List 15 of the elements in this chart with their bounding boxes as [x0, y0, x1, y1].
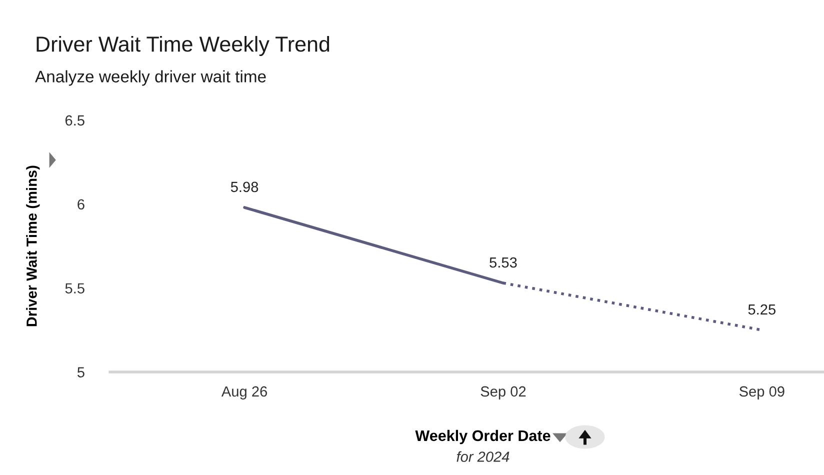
y-tick-label: 6	[78, 199, 84, 210]
y-tick-label: 6.5	[65, 115, 84, 126]
x-axis-title: Weekly Order Date	[415, 430, 550, 444]
data-label: 5.98	[230, 182, 258, 192]
chart-subtitle: Analyze weekly driver wait time	[35, 70, 266, 86]
y-tick-label: 5	[77, 367, 84, 378]
chart-title: Driver Wait Time Weekly Trend	[36, 36, 330, 56]
x-tick-label: Aug 26	[221, 386, 267, 400]
data-label: 5.53	[490, 257, 517, 268]
text: for 2024	[456, 451, 510, 462]
data-label: 5.25	[748, 304, 776, 315]
x-tick-label: Sep 02	[480, 386, 526, 400]
x-tick-label: Sep 09	[739, 386, 784, 400]
y-axis-title: Driver Wait Time (mins)	[26, 166, 40, 326]
y-tick-label: 5.5	[65, 283, 84, 294]
